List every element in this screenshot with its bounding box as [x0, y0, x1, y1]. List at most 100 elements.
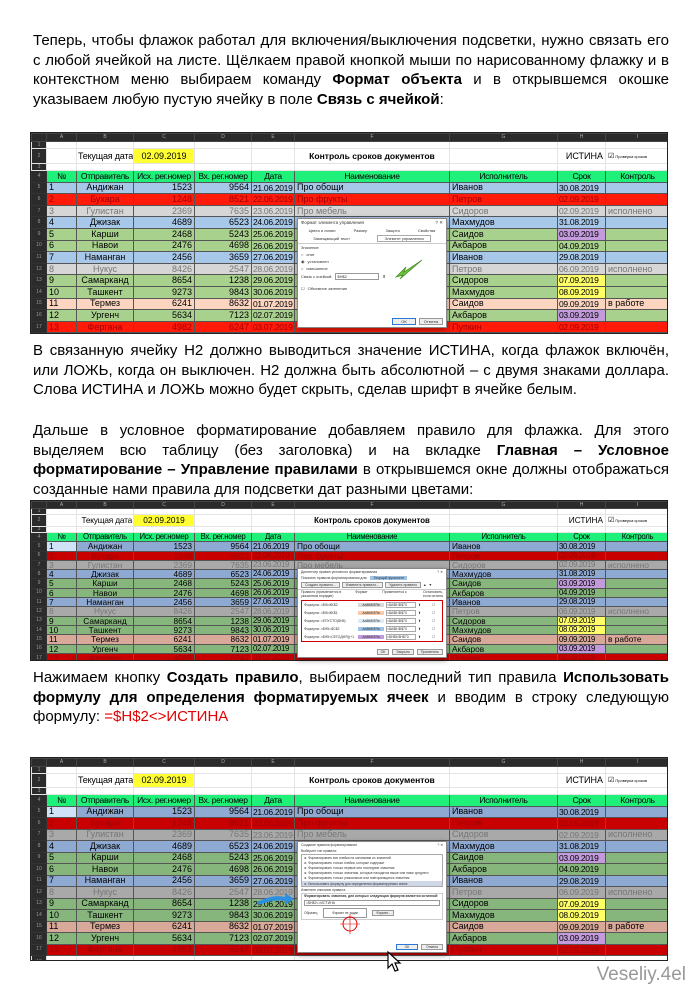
cell[interactable]: 2369 — [133, 559, 195, 571]
linked-cell-h2[interactable]: ИСТИНА — [557, 514, 606, 527]
cell[interactable]: 2 — [46, 550, 77, 561]
cell[interactable] — [605, 216, 667, 229]
cell[interactable]: 21.06.2019 — [251, 181, 295, 195]
cell[interactable]: 5243 — [194, 851, 252, 864]
row-header[interactable]: 11 — [31, 597, 47, 608]
cell[interactable] — [605, 643, 667, 654]
column-header[interactable]: I — [605, 133, 667, 142]
cell[interactable]: 6 — [46, 239, 77, 253]
move-down-button[interactable]: ▼ — [428, 583, 433, 587]
row-header[interactable]: 9 — [31, 851, 47, 864]
cell[interactable]: 01.07.2019 — [251, 634, 295, 645]
close-icon[interactable]: ✕ — [439, 220, 443, 225]
option-unchecked[interactable]: снят — [306, 252, 315, 257]
column-header[interactable]: A — [46, 133, 77, 142]
ok-button[interactable]: ОК — [392, 318, 416, 325]
row-header[interactable]: 6 — [31, 817, 47, 830]
cell[interactable] — [449, 163, 558, 171]
cell[interactable]: 8654 — [133, 615, 195, 626]
cell[interactable]: 07.09.2019 — [557, 897, 606, 910]
cell[interactable]: 26.06.2019 — [251, 239, 295, 253]
cell[interactable]: 2468 — [133, 227, 195, 241]
cell[interactable]: 30.08.2019 — [557, 181, 606, 195]
cell[interactable]: Сидоров — [449, 828, 558, 841]
cell[interactable]: 06.09.2019 — [557, 606, 606, 617]
cell[interactable] — [449, 787, 558, 795]
cell[interactable] — [605, 955, 667, 960]
cell[interactable]: Фергана — [76, 943, 134, 956]
cell[interactable]: Ургенч — [76, 643, 134, 654]
cell[interactable]: Иванов — [449, 805, 558, 818]
help-icon[interactable]: ? — [435, 220, 438, 225]
cell[interactable]: 5 — [46, 578, 77, 589]
row-header[interactable]: 5 — [31, 181, 47, 195]
cell[interactable]: Иванов — [449, 251, 558, 264]
cell[interactable] — [605, 309, 667, 322]
row-header[interactable]: 2 — [31, 773, 47, 788]
cell[interactable]: Махмудов — [449, 569, 558, 580]
cell[interactable] — [294, 163, 450, 171]
row-header[interactable]: 18 — [31, 332, 47, 333]
cell[interactable] — [449, 766, 558, 774]
cell[interactable]: 2547 — [194, 886, 252, 899]
cell[interactable]: Махмудов — [449, 216, 558, 229]
checkbox-icon[interactable]: ☐ — [301, 286, 305, 291]
cell[interactable]: 13 — [46, 320, 77, 333]
tab-size[interactable]: Размер — [353, 228, 368, 233]
cell[interactable] — [557, 332, 606, 333]
cell[interactable]: 2456 — [133, 874, 195, 887]
cell[interactable] — [251, 766, 295, 774]
cell[interactable]: Петров — [449, 817, 558, 830]
cell[interactable] — [449, 141, 558, 149]
cell[interactable]: 4982 — [133, 943, 195, 956]
cell[interactable]: 31.08.2019 — [557, 216, 606, 229]
cell[interactable]: 5 — [46, 851, 77, 864]
cell[interactable]: Пупкин — [449, 320, 558, 333]
cell[interactable]: 1 — [46, 181, 77, 195]
column-header[interactable]: A — [46, 758, 77, 767]
cell[interactable]: Акбаров — [449, 932, 558, 945]
column-header[interactable]: D — [194, 501, 252, 509]
cell[interactable]: Иванов — [449, 597, 558, 608]
cell[interactable]: 9564 — [194, 181, 252, 195]
cell[interactable]: исполнено — [605, 204, 667, 218]
cell[interactable]: Самарканд — [76, 615, 134, 626]
cell[interactable]: 29.08.2019 — [557, 597, 606, 608]
cell[interactable] — [605, 932, 667, 945]
cell[interactable]: 5 — [46, 227, 77, 241]
cell[interactable]: 1248 — [133, 550, 195, 561]
row-header[interactable]: 9 — [31, 227, 47, 241]
cell[interactable]: 2468 — [133, 851, 195, 864]
cell[interactable]: 8 — [46, 886, 77, 899]
cell[interactable]: Ташкент — [76, 285, 134, 299]
cell[interactable] — [46, 766, 77, 774]
cell[interactable]: Махмудов — [449, 285, 558, 299]
cell[interactable]: 4 — [46, 569, 77, 580]
row-header[interactable]: 12 — [31, 262, 47, 276]
rule-type-item[interactable]: ► Форматировать только первые или послед… — [304, 865, 395, 870]
cell[interactable]: Про фрукты — [294, 193, 450, 206]
cell[interactable]: 24.06.2019 — [251, 840, 295, 853]
cell[interactable] — [194, 514, 252, 527]
cell[interactable]: Акбаров — [449, 239, 558, 253]
cell[interactable]: 10 — [46, 909, 77, 922]
cell[interactable] — [605, 193, 667, 206]
cell[interactable]: Махмудов — [449, 909, 558, 922]
rule-applies-to[interactable]: =$A$5:$I$70 — [386, 601, 416, 608]
cell[interactable] — [46, 148, 77, 164]
cell[interactable]: 2 — [46, 817, 77, 830]
cell[interactable]: 22.06.2019 — [251, 817, 295, 830]
cell[interactable]: 04.09.2019 — [557, 239, 606, 253]
rule-type-item[interactable]: ► Форматировать только ячейки, которые с… — [304, 860, 385, 865]
row-header[interactable]: 7 — [31, 828, 47, 841]
cell[interactable] — [605, 332, 667, 333]
cell[interactable] — [605, 840, 667, 853]
range-picker-icon[interactable]: ⬆ — [418, 610, 421, 615]
cell[interactable] — [605, 805, 667, 818]
cell[interactable]: 6247 — [194, 652, 252, 660]
cell[interactable]: 02.09.2019 — [557, 943, 606, 956]
radio-unchecked-icon[interactable]: ○ — [301, 252, 304, 257]
cell[interactable]: Про обощи — [294, 805, 450, 818]
cell[interactable]: 4982 — [133, 652, 195, 660]
cell[interactable] — [46, 514, 77, 527]
